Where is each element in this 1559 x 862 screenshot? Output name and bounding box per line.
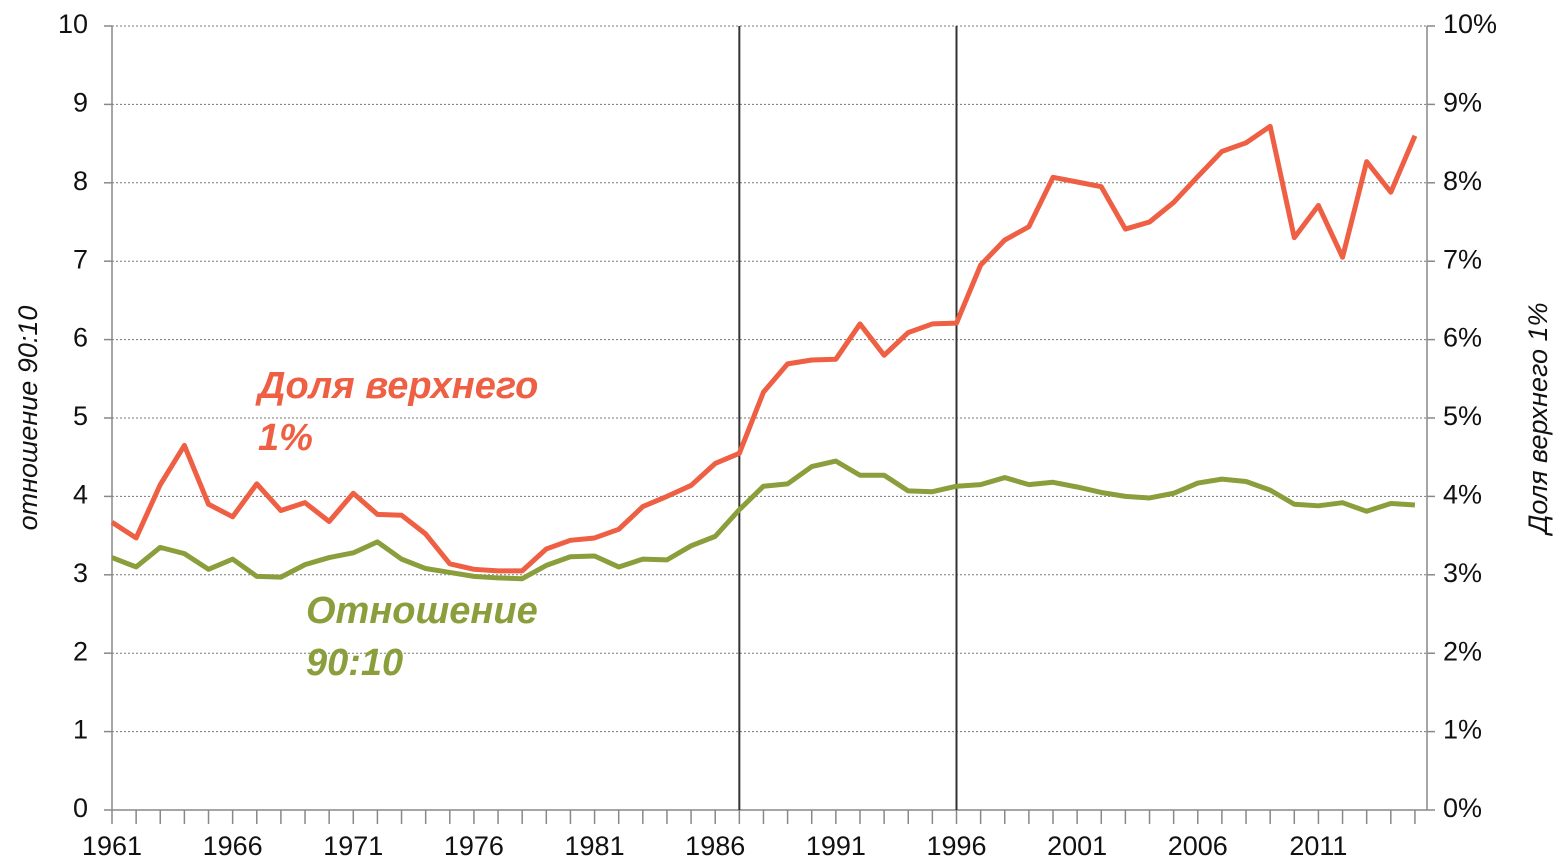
y2-tick-label: 6% <box>1443 323 1482 353</box>
y-tick-label: 1 <box>73 715 88 745</box>
y2-tick-label: 4% <box>1443 480 1482 510</box>
y2-tick-label: 7% <box>1443 244 1482 274</box>
x-tick-label: 2006 <box>1168 831 1228 861</box>
y2-tick-label: 0% <box>1443 793 1482 823</box>
x-tick-label: 2001 <box>1047 831 1107 861</box>
x-tick-label: 1976 <box>444 831 504 861</box>
y-axis-title: отношение 90:10 <box>13 306 43 531</box>
x-tick-label: 1986 <box>685 831 745 861</box>
x-tick-label: 2011 <box>1289 831 1347 861</box>
y-tick-label: 2 <box>73 636 88 666</box>
annotation: 1% <box>258 417 313 459</box>
y2-tick-label: 9% <box>1443 88 1482 118</box>
x-tick-label: 1961 <box>82 831 142 861</box>
y2-tick-label: 3% <box>1443 558 1482 588</box>
annotation: Доля верхнего <box>255 365 538 407</box>
x-tick-label: 1966 <box>203 831 263 861</box>
y2-tick-label: 10% <box>1443 9 1497 39</box>
annotation: 90:10 <box>306 642 403 684</box>
y-tick-label: 4 <box>73 480 88 510</box>
annotation: Отношение <box>306 590 538 632</box>
y-tick-label: 8 <box>73 166 88 196</box>
y2-axis-title: Доля верхнего 1% <box>1523 302 1553 536</box>
y-tick-label: 10 <box>58 9 88 39</box>
y2-tick-label: 5% <box>1443 401 1482 431</box>
y-tick-label: 0 <box>73 793 88 823</box>
x-tick-label: 1996 <box>926 831 986 861</box>
series-line <box>110 123 1418 574</box>
x-tick-label: 1991 <box>806 831 866 861</box>
series-line <box>111 458 1416 582</box>
y-tick-label: 3 <box>73 558 88 588</box>
y2-tick-label: 2% <box>1443 636 1482 666</box>
y-tick-label: 9 <box>73 88 88 118</box>
y2-tick-label: 1% <box>1443 715 1482 745</box>
y-tick-label: 5 <box>73 401 88 431</box>
y-tick-label: 7 <box>73 244 88 274</box>
x-tick-label: 1971 <box>323 831 383 861</box>
y2-tick-label: 8% <box>1443 166 1482 196</box>
y-tick-label: 6 <box>73 323 88 353</box>
x-tick-label: 1981 <box>565 831 625 861</box>
